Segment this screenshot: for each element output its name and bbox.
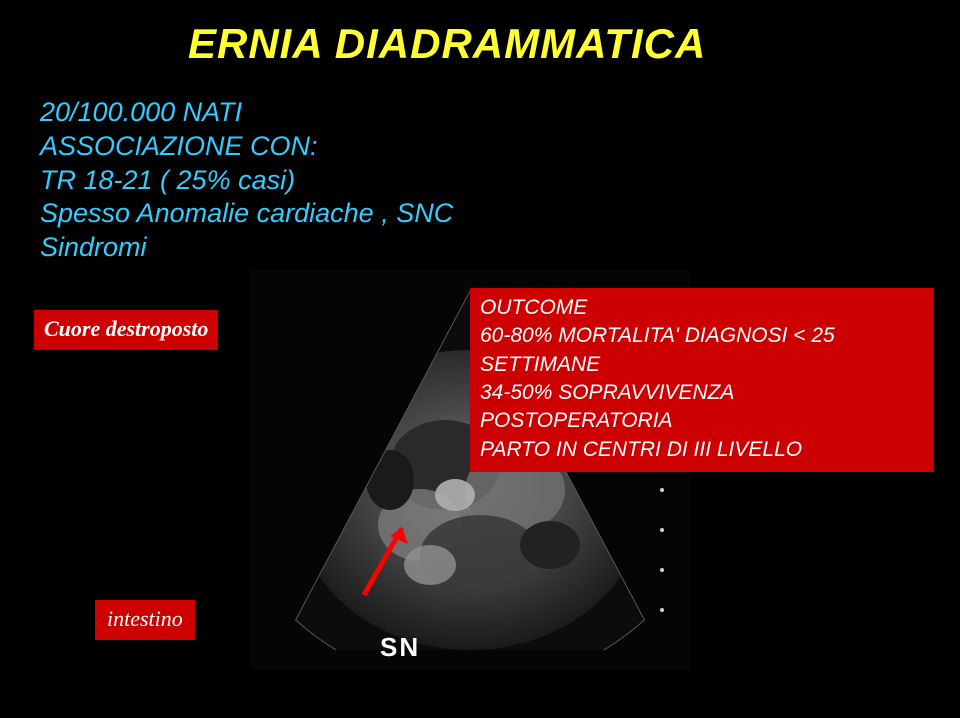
stats-line-4: Spesso Anomalie cardiache , SNC	[40, 197, 453, 231]
outcome-line-4: PARTO IN CENTRI DI III LIVELLO	[480, 436, 924, 464]
label-cuore-destroposto: Cuore destroposto	[34, 310, 218, 350]
stats-line-3: TR 18-21 ( 25% casi)	[40, 164, 453, 198]
stats-block: 20/100.000 NATI ASSOCIAZIONE CON: TR 18-…	[40, 96, 453, 265]
outcome-line-3: 34-50% SOPRAVVIVENZA POSTOPERATORIA	[480, 379, 924, 436]
stats-line-2: ASSOCIAZIONE CON:	[40, 130, 453, 164]
outcome-line-2: 60-80% MORTALITA' DIAGNOSI < 25 SETTIMAN…	[480, 322, 924, 379]
outcome-line-1: OUTCOME	[480, 294, 924, 322]
ultrasound-sn-label: SN	[380, 632, 420, 663]
outcome-box: OUTCOME 60-80% MORTALITA' DIAGNOSI < 25 …	[470, 288, 934, 472]
stats-line-1: 20/100.000 NATI	[40, 96, 453, 130]
slide-root: ERNIA DIADRAMMATICA 20/100.000 NATI ASSO…	[0, 0, 960, 718]
pointer-arrow-icon	[356, 510, 416, 600]
stats-line-5: Sindromi	[40, 231, 453, 265]
slide-title: ERNIA DIADRAMMATICA	[188, 20, 706, 68]
label-intestino: intestino	[95, 600, 195, 640]
